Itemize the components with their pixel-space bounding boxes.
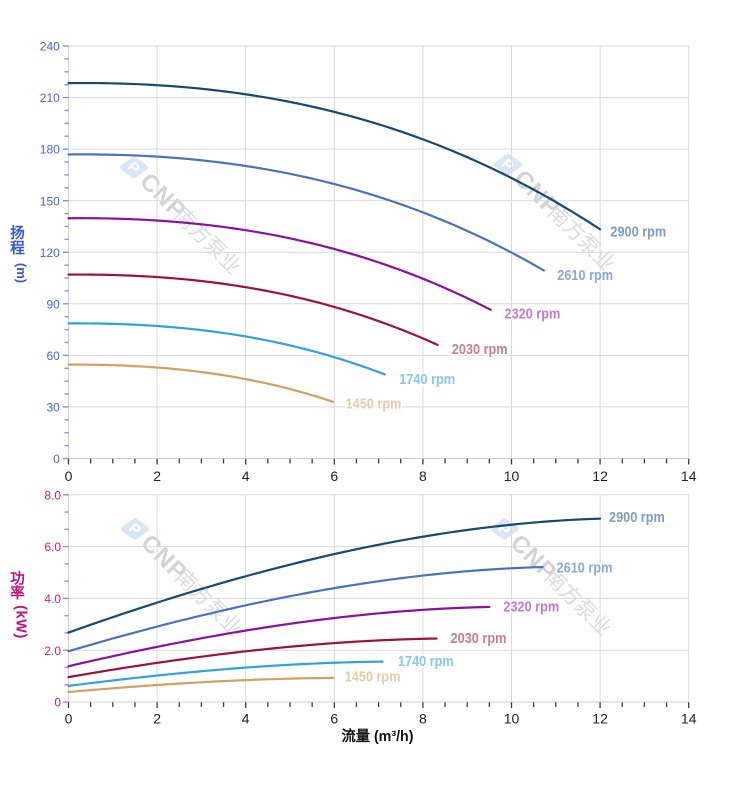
svg-text:120: 120	[40, 246, 60, 260]
svg-text:2: 2	[153, 468, 161, 484]
svg-text:8: 8	[419, 711, 427, 727]
svg-text:2030 rpm: 2030 rpm	[452, 341, 508, 358]
svg-text:8: 8	[419, 468, 427, 484]
svg-text:0: 0	[65, 711, 73, 727]
svg-text:6: 6	[330, 468, 338, 484]
svg-text:2610 rpm: 2610 rpm	[557, 267, 613, 284]
svg-text:6.0: 6.0	[44, 540, 61, 554]
svg-text:30: 30	[46, 401, 60, 415]
svg-text:14: 14	[681, 468, 697, 484]
svg-text:6: 6	[330, 711, 338, 727]
svg-text:(m): (m)	[14, 263, 29, 283]
svg-text:1450 rpm: 1450 rpm	[346, 395, 402, 412]
svg-text:2610 rpm: 2610 rpm	[557, 559, 613, 576]
svg-text:4: 4	[242, 468, 250, 484]
svg-text:10: 10	[504, 711, 520, 727]
svg-text:2030 rpm: 2030 rpm	[451, 630, 507, 647]
svg-text:12: 12	[592, 468, 608, 484]
svg-text:程: 程	[10, 240, 25, 257]
svg-text:210: 210	[40, 91, 60, 105]
svg-text:10: 10	[504, 468, 520, 484]
svg-text:2320 rpm: 2320 rpm	[503, 599, 559, 616]
svg-text:180: 180	[40, 143, 60, 157]
svg-text:0: 0	[65, 468, 73, 484]
svg-text:90: 90	[46, 297, 60, 311]
svg-text:8.0: 8.0	[44, 488, 61, 502]
svg-text:2900 rpm: 2900 rpm	[609, 509, 665, 526]
svg-text:率: 率	[10, 584, 25, 602]
svg-text:12: 12	[592, 711, 608, 727]
svg-text:1740 rpm: 1740 rpm	[399, 371, 455, 388]
svg-text:0: 0	[53, 452, 60, 466]
svg-text:240: 240	[40, 40, 60, 54]
svg-text:扬: 扬	[10, 224, 25, 242]
svg-text:1740 rpm: 1740 rpm	[398, 653, 454, 670]
svg-text:(kW): (kW)	[13, 605, 29, 639]
svg-text:0: 0	[54, 696, 61, 710]
svg-text:2.0: 2.0	[44, 644, 61, 658]
svg-text:1450 rpm: 1450 rpm	[345, 669, 401, 686]
svg-text:2320 rpm: 2320 rpm	[505, 305, 561, 322]
svg-text:流量 (m³/h): 流量 (m³/h)	[342, 727, 414, 745]
svg-text:4: 4	[242, 711, 250, 727]
svg-text:2: 2	[153, 711, 161, 727]
svg-text:4.0: 4.0	[44, 592, 61, 606]
svg-text:功: 功	[10, 570, 25, 587]
svg-text:60: 60	[46, 349, 60, 363]
svg-text:2900 rpm: 2900 rpm	[610, 223, 666, 240]
svg-text:150: 150	[40, 194, 60, 208]
svg-text:14: 14	[681, 711, 697, 727]
